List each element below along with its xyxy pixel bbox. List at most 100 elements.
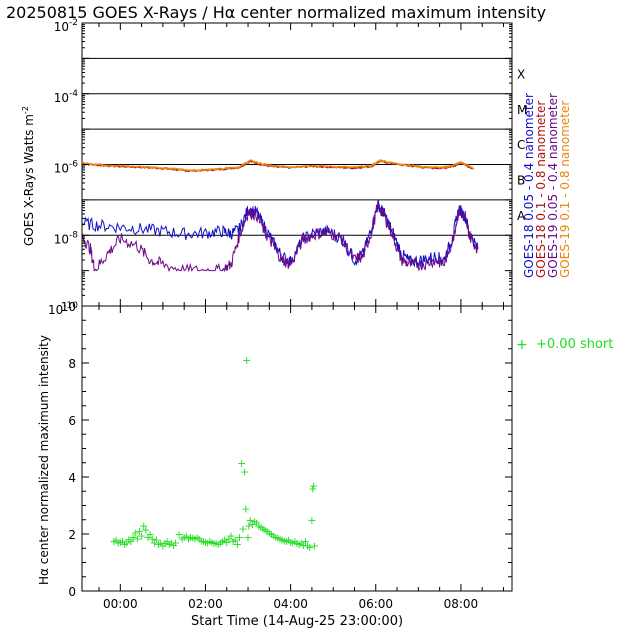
halpha-point: + [192,531,201,544]
halpha-point: + [284,534,293,547]
halpha-point: + [258,522,267,535]
halpha-point: + [243,531,252,544]
tick-base: 10 [48,303,63,317]
halpha-point: + [246,514,255,527]
halpha-point: + [150,537,159,550]
halpha-point: + [308,482,317,495]
tick-base: 10 [54,20,69,34]
halpha-point: + [160,537,169,550]
halpha-point: + [184,532,193,545]
halpha-point: + [244,519,253,532]
halpha-point: + [163,535,172,548]
halpha-point: + [148,532,157,545]
halpha-point: + [220,534,229,547]
halpha-point: + [207,536,216,549]
legend-entry-1: GOES-18 0.1 - 0.8 nanometer [534,101,548,278]
legend-entry-3: GOES-19 0.1 - 0.8 nanometer [558,101,572,278]
halpha-point: + [133,532,142,545]
halpha-point: + [233,538,242,551]
halpha-point: + [260,524,269,537]
halpha-point: + [297,537,306,550]
halpha-point: + [224,532,233,545]
halpha-point: + [271,531,280,544]
halpha-point: + [280,534,289,547]
halpha-x-tick-label-1: 02:00 [188,597,223,611]
halpha-point: + [186,531,195,544]
halpha-point: + [295,538,304,551]
halpha-points-group: ++++++++++++++++++++++++++++++++++++++++… [109,354,319,554]
halpha-point: + [211,537,220,550]
halpha-point: + [305,541,314,554]
chart-title: 20250815 GOES X-Rays / Hα center normali… [6,3,546,22]
halpha-point: + [158,539,167,552]
flare-class-A: A [517,209,526,223]
xray-y-tick-label-4: 10-10 [48,301,78,317]
halpha-point: + [286,536,295,549]
class-level-lines [82,57,512,236]
flare-class-labels: X M C B A [517,67,527,223]
halpha-x-tick-label-2: 04:00 [273,597,308,611]
halpha-point: + [182,529,191,542]
halpha-point: + [122,537,131,550]
halpha-point: + [241,502,250,515]
halpha-point: + [290,535,299,548]
halpha-point: + [143,531,152,544]
halpha-point: + [165,538,174,551]
halpha-point: + [139,519,148,532]
halpha-point: + [252,517,261,530]
halpha-point: + [216,537,225,550]
xray-series-3 [81,200,479,273]
halpha-point: + [229,535,238,548]
halpha-point: + [135,525,144,538]
halpha-point: + [205,535,214,548]
flare-class-M: M [517,103,527,117]
halpha-point: + [273,531,282,544]
halpha-point: + [310,539,319,552]
halpha-legend-marker: + [516,337,528,353]
halpha-point: + [109,535,118,548]
halpha-point: + [199,535,208,548]
halpha-point: + [177,532,186,545]
xray-series-1 [81,159,474,172]
x-axis-label: Start Time (14-Aug-25 23:00:00) [191,614,403,629]
halpha-point: + [111,534,120,547]
halpha-point: + [275,532,284,545]
halpha-point: + [203,537,212,550]
halpha-point: + [214,538,223,551]
halpha-point: + [254,519,263,532]
halpha-point: + [120,538,129,551]
legend-entry-0: GOES-18 0.05 - 0.4 nanometer [522,93,536,278]
halpha-point: + [267,528,276,541]
halpha-y-tick-label-3: 6 [68,414,76,428]
xray-y-axis-label: GOES X-Rays Watts m-2 [21,106,36,246]
halpha-y-tick-label-0: 0 [68,585,76,599]
halpha-point: + [190,532,199,545]
halpha-y-ticks: 0 2 4 6 8 10 [61,300,512,599]
halpha-point: + [146,528,155,541]
halpha-point: + [265,527,274,540]
halpha-point: + [309,480,318,493]
flare-class-C: C [517,138,525,152]
halpha-point: + [263,525,272,538]
halpha-point: + [307,514,316,527]
halpha-point: + [240,465,249,478]
halpha-point: + [174,528,183,541]
halpha-point: + [201,536,210,549]
xray-y-axis-label-exponent: -2 [21,106,30,114]
halpha-point: + [131,527,140,540]
halpha-legend-label: +0.00 short [536,337,613,352]
halpha-point: + [171,537,180,550]
halpha-point: + [269,529,278,542]
halpha-point: + [126,535,135,548]
halpha-point: + [124,533,133,546]
xray-y-tick-label-2: 10-6 [54,160,79,176]
halpha-point: + [292,537,301,550]
xray-y-tick-label-0: 10-2 [54,18,78,34]
halpha-point: + [118,534,127,547]
halpha-y-axis-label: Hα center normalized maximum intensity [37,335,51,585]
halpha-point: + [167,537,176,550]
halpha-point: + [116,536,125,549]
tick-base: 10 [54,232,69,246]
xray-y-tick-label-1: 10-4 [54,89,79,105]
